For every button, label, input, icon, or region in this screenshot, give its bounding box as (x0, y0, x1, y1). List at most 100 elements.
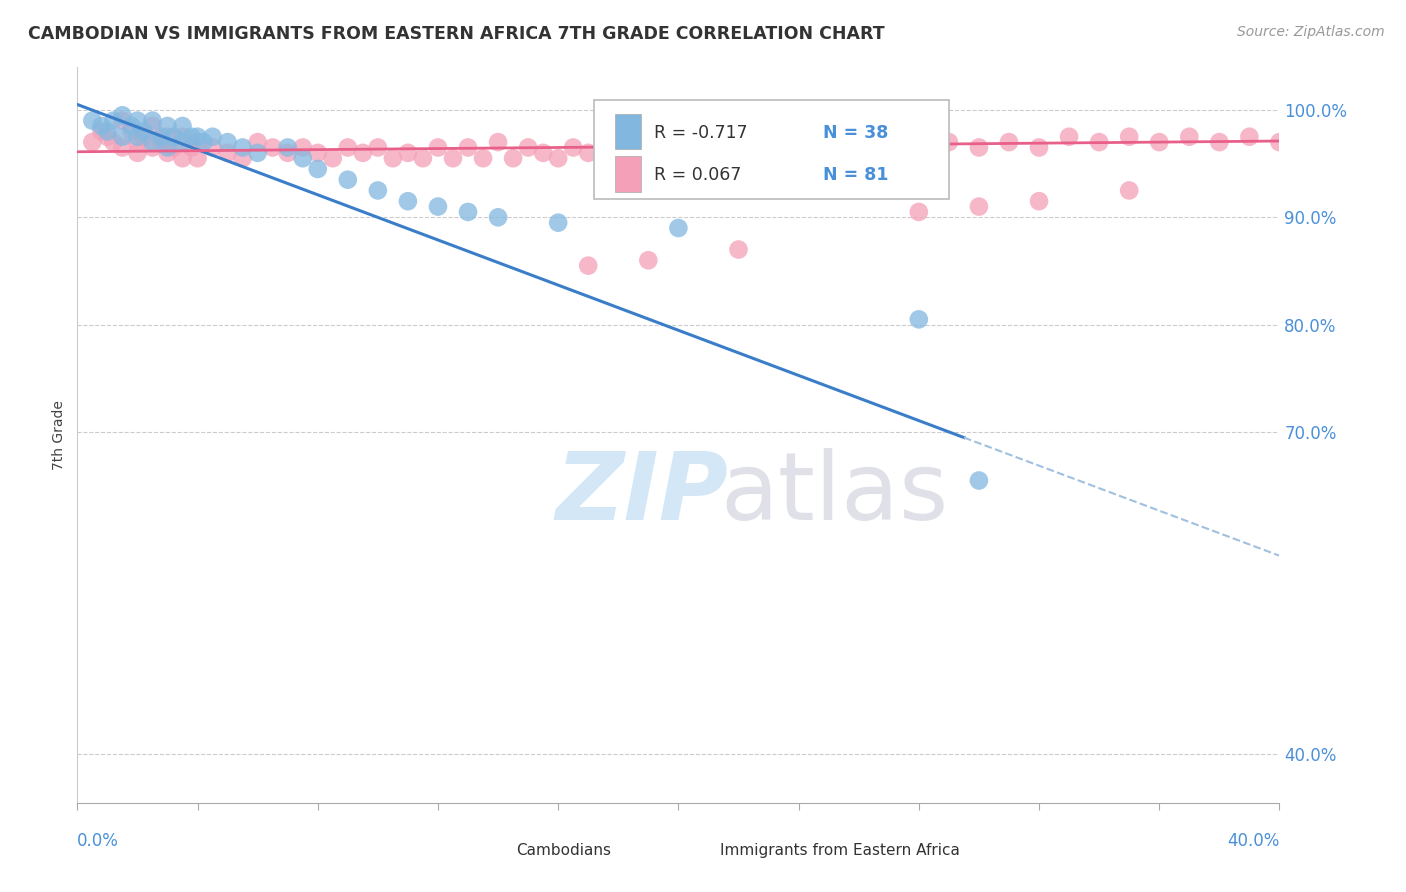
Point (336, 172, 359, 186)
Point (396, 194, 419, 209)
Point (96, 129, 118, 144)
Point (1057, 129, 1080, 144)
Point (162, 129, 184, 144)
Point (1178, 129, 1201, 144)
Point (697, 135, 720, 149)
Point (607, 135, 630, 149)
Point (457, 140, 479, 154)
Text: ZIP: ZIP (555, 448, 728, 540)
Point (111, 129, 134, 144)
Point (96, 124, 118, 138)
Point (82, 135, 104, 149)
Point (472, 151, 495, 165)
Text: CAMBODIAN VS IMMIGRANTS FROM EASTERN AFRICA 7TH GRADE CORRELATION CHART: CAMBODIAN VS IMMIGRANTS FROM EASTERN AFR… (28, 25, 884, 43)
Point (156, 145, 179, 160)
Point (132, 129, 155, 144)
Point (111, 108, 134, 122)
Point (156, 129, 179, 144)
Point (156, 119, 179, 133)
Point (162, 140, 184, 154)
Point (367, 140, 389, 154)
Point (120, 124, 142, 138)
Point (637, 253, 659, 268)
Point (82, 113, 104, 128)
Point (90, 119, 112, 133)
Text: atlas: atlas (720, 448, 949, 540)
Point (367, 184, 389, 198)
Point (186, 135, 209, 149)
Point (277, 145, 299, 160)
Point (576, 259, 599, 273)
Point (1028, 194, 1050, 209)
Point (180, 140, 202, 154)
Bar (479, 823, 505, 846)
Point (127, 129, 149, 144)
Point (908, 205, 931, 219)
Point (262, 140, 284, 154)
Point (967, 140, 990, 154)
Point (150, 129, 173, 144)
Point (652, 135, 675, 149)
Point (232, 151, 254, 165)
Point (727, 243, 749, 257)
Point (441, 151, 464, 165)
Point (127, 135, 149, 149)
Point (848, 140, 870, 154)
Point (156, 140, 179, 154)
Point (120, 119, 142, 133)
Point (1118, 184, 1140, 198)
Point (668, 221, 690, 235)
Point (817, 135, 839, 149)
Text: R = -0.717: R = -0.717 (654, 124, 748, 142)
Point (1149, 135, 1171, 149)
Point (427, 200, 450, 214)
Point (998, 135, 1021, 149)
Point (908, 312, 931, 326)
Point (141, 119, 163, 133)
Point (217, 145, 239, 160)
Point (141, 140, 163, 154)
Point (90, 124, 112, 138)
Point (307, 161, 329, 176)
Bar (614, 156, 641, 192)
Text: 0.0%: 0.0% (77, 832, 120, 850)
Point (877, 135, 900, 149)
Point (291, 140, 314, 154)
Text: Immigrants from Eastern Africa: Immigrants from Eastern Africa (720, 843, 960, 858)
Point (336, 140, 359, 154)
Point (111, 140, 134, 154)
Point (517, 140, 540, 154)
Point (381, 151, 404, 165)
Text: R = 0.067: R = 0.067 (654, 167, 742, 185)
Bar (685, 823, 709, 846)
Point (103, 135, 125, 149)
Point (186, 129, 209, 144)
Y-axis label: 7th Grade: 7th Grade (52, 400, 66, 470)
Point (186, 151, 209, 165)
Point (352, 145, 374, 160)
Point (172, 135, 194, 149)
Point (1118, 129, 1140, 144)
Point (193, 135, 215, 149)
Point (103, 113, 125, 128)
Point (201, 129, 224, 144)
Point (1239, 129, 1261, 144)
Bar (614, 114, 641, 149)
Text: Cambodians: Cambodians (516, 843, 612, 858)
Text: 40.0%: 40.0% (1227, 832, 1279, 850)
Text: Source: ZipAtlas.com: Source: ZipAtlas.com (1237, 25, 1385, 39)
Point (172, 119, 194, 133)
Point (502, 151, 524, 165)
Text: N = 38: N = 38 (823, 124, 889, 142)
Point (758, 135, 780, 149)
Point (172, 151, 194, 165)
Point (486, 211, 509, 225)
Point (412, 151, 434, 165)
Point (547, 216, 569, 230)
Point (172, 129, 194, 144)
FancyBboxPatch shape (595, 100, 949, 200)
Point (322, 151, 344, 165)
Point (427, 140, 450, 154)
Point (637, 151, 659, 165)
Point (127, 113, 149, 128)
